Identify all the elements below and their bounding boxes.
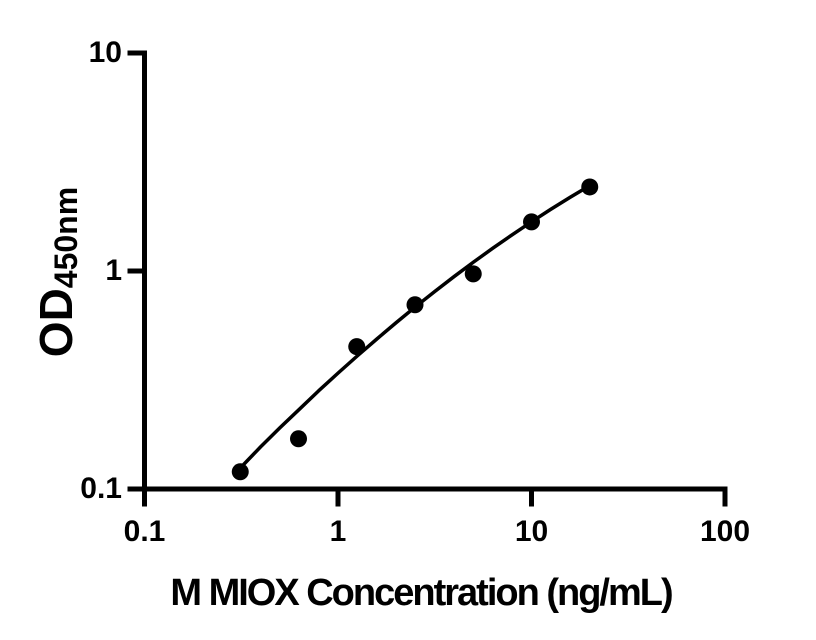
x-axis-title: M MIOX Concentration (ng/mL) [170,572,673,614]
data-point [290,430,308,448]
y-tick-label: 1 [105,254,122,287]
y-axis-title-main: OD [30,288,82,358]
fit-curve-line [238,183,592,470]
y-tick-label: 10 [88,36,122,69]
y-axis-title-subscript: 450nm [48,186,84,289]
y-tick-label: 0.1 [80,472,122,505]
y-axis-title: OD450nm [28,132,84,412]
x-tick-label: 100 [699,515,751,548]
x-tick-label: 10 [514,515,549,548]
data-point [464,265,482,283]
x-tick-label: 0.1 [123,515,166,548]
x-tick-label: 1 [329,515,347,548]
data-point [231,463,249,481]
